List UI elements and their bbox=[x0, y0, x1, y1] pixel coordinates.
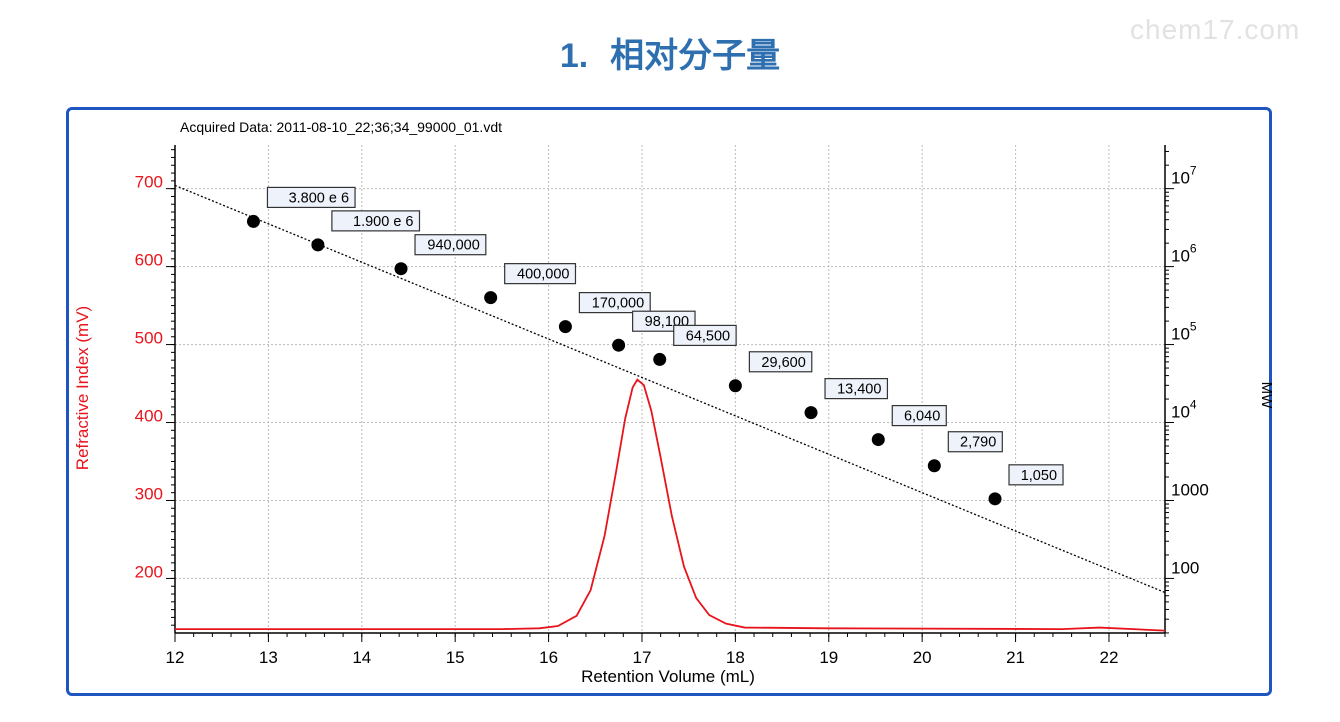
section-title: 相对分子量 bbox=[610, 37, 781, 75]
point-label-box bbox=[947, 431, 1003, 453]
y2-tick-label: 106 bbox=[1171, 242, 1197, 266]
point-label-box bbox=[266, 186, 356, 209]
point-label: 6,040 bbox=[904, 409, 940, 425]
ri-trace bbox=[175, 378, 1166, 632]
y-tick-label: 700 bbox=[135, 173, 163, 192]
point-label-box bbox=[331, 210, 421, 232]
chart-frame bbox=[66, 107, 1272, 696]
series: 3.800 e 61.900 e 6940,000400,000170,0009… bbox=[174, 184, 1166, 632]
x-tick-label: 15 bbox=[446, 648, 465, 667]
y2-tick-label: 104 bbox=[1171, 398, 1197, 422]
point-label: 29,600 bbox=[761, 355, 805, 371]
y-tick-label: 600 bbox=[135, 251, 163, 270]
calibration-line bbox=[174, 184, 1166, 594]
point-label-box bbox=[824, 378, 889, 400]
section-number: 1. bbox=[559, 37, 589, 75]
point-label: 170,000 bbox=[592, 296, 644, 312]
y2-tick-label: 100 bbox=[1171, 558, 1199, 577]
y-tick-label: 300 bbox=[135, 484, 163, 503]
point-label: 1.900 e 6 bbox=[353, 214, 413, 230]
calibration-point bbox=[484, 291, 498, 305]
point-label-box bbox=[673, 324, 737, 347]
x-tick-label: 18 bbox=[726, 648, 745, 667]
x-tick-label: 20 bbox=[913, 648, 932, 667]
x-tick-label: 19 bbox=[819, 648, 838, 667]
point-label-box bbox=[1008, 464, 1064, 486]
y-tick-label: 500 bbox=[135, 329, 163, 348]
x-tick-label: 22 bbox=[1100, 648, 1119, 667]
calibration-point bbox=[653, 352, 667, 366]
calibration-point bbox=[988, 492, 1002, 506]
calibration-point bbox=[612, 338, 626, 352]
chart-title: Acquired Data: 2011-08-10_22;36;34_99000… bbox=[180, 119, 502, 135]
point-label: 13,400 bbox=[837, 382, 881, 398]
x-tick-label: 14 bbox=[352, 648, 371, 667]
x-tick-label: 21 bbox=[1006, 648, 1025, 667]
point-label: 940,000 bbox=[427, 238, 479, 254]
y2-tick-label: 105 bbox=[1171, 320, 1197, 344]
x-tick-label: 13 bbox=[259, 648, 278, 667]
calibration-point bbox=[246, 214, 260, 228]
point-label-box bbox=[504, 263, 577, 285]
calibration-point bbox=[394, 262, 408, 276]
point-label-box bbox=[578, 292, 651, 314]
calibration-point bbox=[311, 238, 325, 252]
y2-tick-label: 1000 bbox=[1171, 480, 1209, 499]
watermark: chem17.com bbox=[1130, 14, 1301, 45]
calibration-point bbox=[728, 379, 742, 393]
point-label: 2,790 bbox=[960, 435, 996, 451]
y-axis-label: Refractive Index (mV) bbox=[73, 306, 92, 470]
point-label: 400,000 bbox=[517, 267, 569, 283]
point-label-box bbox=[748, 351, 813, 373]
point-label-box bbox=[891, 404, 947, 427]
y2-axis-label: MW bbox=[1258, 382, 1275, 409]
x-tick-label: 12 bbox=[166, 648, 185, 667]
grid bbox=[175, 145, 1165, 633]
point-label: 1,050 bbox=[1021, 468, 1057, 484]
axes: 12 13 14 15 16 17 18 19 20 21 22 200 300 400 500 600 700… bbox=[135, 145, 1209, 667]
y-tick-label: 200 bbox=[135, 562, 163, 581]
point-label: 3.800 e 6 bbox=[289, 190, 349, 206]
calibration-point bbox=[558, 320, 572, 334]
point-label: 64,500 bbox=[686, 328, 730, 344]
calibration-point bbox=[927, 459, 941, 473]
page-title: 1. 相对分子量 bbox=[0, 28, 1340, 77]
calibration-point bbox=[804, 406, 818, 420]
x-tick-label: 17 bbox=[633, 648, 652, 667]
point-label-box bbox=[414, 234, 487, 256]
calibration-point bbox=[871, 433, 885, 447]
x-tick-label: 16 bbox=[539, 648, 558, 667]
x-axis-label: Retention Volume (mL) bbox=[581, 667, 755, 686]
y2-tick-label: 107 bbox=[1171, 164, 1197, 188]
y-tick-label: 400 bbox=[135, 407, 163, 426]
